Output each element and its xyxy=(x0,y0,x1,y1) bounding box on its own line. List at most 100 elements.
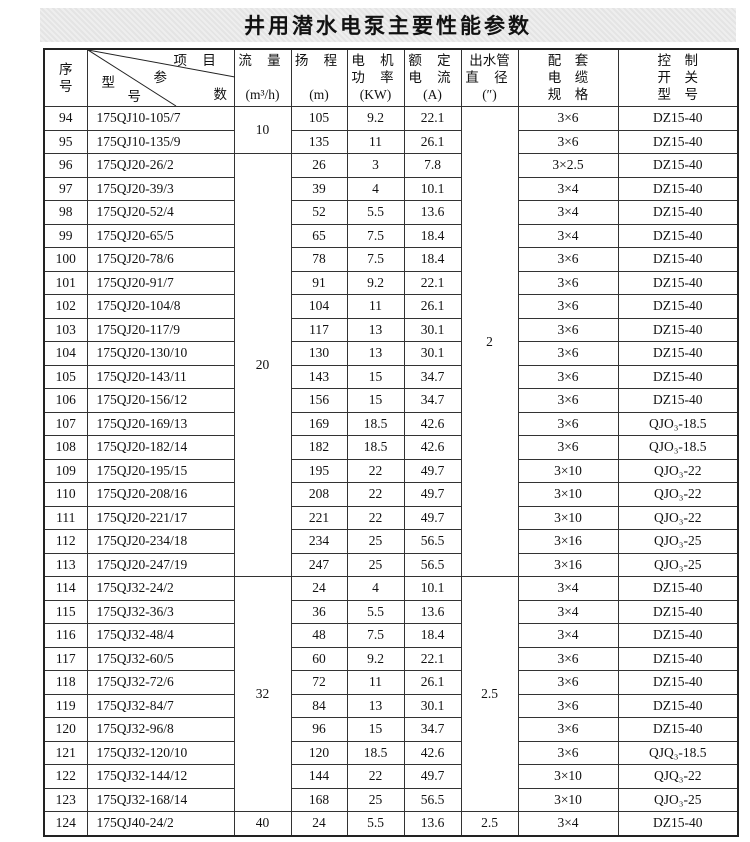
cell-model: 175QJ32-144/12 xyxy=(86,764,235,789)
cell-head: 84 xyxy=(290,693,348,718)
cell-current: 22.1 xyxy=(403,646,462,671)
cell-flow: 32 xyxy=(233,576,292,812)
cell-power: 18.5 xyxy=(346,435,405,460)
cell-head: 195 xyxy=(290,458,348,483)
cell-switch: DZ15-40 xyxy=(617,317,739,342)
cell-cable: 3×6 xyxy=(517,129,619,154)
cell-cable: 3×2.5 xyxy=(517,153,619,178)
cell-model: 175QJ20-208/16 xyxy=(86,482,235,507)
table-body: 94 175QJ10-105/7 10 105 9.2 22.1 2 3×6 DZ15-40 95… xyxy=(43,106,739,836)
table-row: 107 175QJ20-169/13 169 18.5 42.6 3×6 QJO₃-18.5 xyxy=(43,411,739,436)
cell-switch: DZ15-40 xyxy=(617,106,739,131)
cell-cable: 3×10 xyxy=(517,458,619,483)
cell-power: 5.5 xyxy=(346,200,405,225)
cell-power: 4 xyxy=(346,176,405,201)
cell-cable: 3×6 xyxy=(517,717,619,742)
cell-switch: DZ15-40 xyxy=(617,364,739,389)
cell-seq: 111 xyxy=(43,505,88,530)
cell-seq: 108 xyxy=(43,435,88,460)
cell-head: 24 xyxy=(290,811,348,836)
cell-current: 49.7 xyxy=(403,505,462,530)
table-row: 100 175QJ20-78/6 78 7.5 18.4 3×6 DZ15-40 xyxy=(43,247,739,272)
cell-cable: 3×4 xyxy=(517,223,619,248)
cell-switch: DZ15-40 xyxy=(617,388,739,413)
cell-model: 175QJ32-168/14 xyxy=(86,787,235,812)
cell-seq: 121 xyxy=(43,740,88,765)
cell-cable: 3×6 xyxy=(517,435,619,460)
cell-seq: 104 xyxy=(43,341,88,366)
cell-power: 25 xyxy=(346,552,405,577)
header-row: 序号 项 目 参 数 型 号 流 量 (m³/h) 扬 程 (m) 电 机功 率 (K… xyxy=(43,48,739,107)
cell-model: 175QJ10-135/9 xyxy=(86,129,235,154)
cell-model: 175QJ20-52/4 xyxy=(86,200,235,225)
cell-cable: 3×10 xyxy=(517,764,619,789)
cell-cable: 3×6 xyxy=(517,270,619,295)
cell-pipe-diameter: 2.5 xyxy=(460,576,519,812)
cell-cable: 3×6 xyxy=(517,317,619,342)
table-row: 108 175QJ20-182/14 182 18.5 42.6 3×6 QJO₃-18.5 xyxy=(43,435,739,460)
diagonal-lines xyxy=(87,50,235,106)
cell-model: 175QJ20-182/14 xyxy=(86,435,235,460)
table-row: 111 175QJ20-221/17 221 22 49.7 3×10 QJO₃-22 xyxy=(43,505,739,530)
cell-switch: QJO₃-25 xyxy=(617,552,739,577)
cell-switch: DZ15-40 xyxy=(617,153,739,178)
cell-seq: 118 xyxy=(43,670,88,695)
cell-switch: DZ15-40 xyxy=(617,670,739,695)
table-row: 117 175QJ32-60/5 60 9.2 22.1 3×6 DZ15-40 xyxy=(43,646,739,671)
cell-head: 26 xyxy=(290,153,348,178)
cell-cable: 3×10 xyxy=(517,505,619,530)
cell-current: 49.7 xyxy=(403,482,462,507)
cell-current: 34.7 xyxy=(403,717,462,742)
cell-switch: QJO₃-18.5 xyxy=(617,435,739,460)
cell-current: 56.5 xyxy=(403,787,462,812)
cell-current: 56.5 xyxy=(403,552,462,577)
table-row: 121 175QJ32-120/10 120 18.5 42.6 3×6 QJQ₃-18.5 xyxy=(43,740,739,765)
cell-model: 175QJ32-48/4 xyxy=(86,623,235,648)
cell-head: 60 xyxy=(290,646,348,671)
cell-seq: 106 xyxy=(43,388,88,413)
cell-switch: QJO₃-25 xyxy=(617,529,739,554)
cell-head: 247 xyxy=(290,552,348,577)
cell-current: 22.1 xyxy=(403,106,462,131)
cell-cable: 3×4 xyxy=(517,576,619,601)
table-row: 101 175QJ20-91/7 91 9.2 22.1 3×6 DZ15-40 xyxy=(43,270,739,295)
cell-current: 13.6 xyxy=(403,200,462,225)
cell-cable: 3×16 xyxy=(517,529,619,554)
cell-head: 120 xyxy=(290,740,348,765)
cell-switch: QJO₃-25 xyxy=(617,787,739,812)
cell-switch: DZ15-40 xyxy=(617,717,739,742)
cell-cable: 3×4 xyxy=(517,623,619,648)
cell-model: 175QJ32-72/6 xyxy=(86,670,235,695)
cell-switch: QJO₃-18.5 xyxy=(617,411,739,436)
cell-seq: 115 xyxy=(43,599,88,624)
cell-switch: QJO₃-22 xyxy=(617,458,739,483)
cell-head: 143 xyxy=(290,364,348,389)
cell-model: 175QJ32-96/8 xyxy=(86,717,235,742)
table-row: 124 175QJ40-24/2 40 24 5.5 13.6 2.5 3×4 DZ15-40 xyxy=(43,811,739,836)
table-row: 112 175QJ20-234/18 234 25 56.5 3×16 QJO₃-25 xyxy=(43,529,739,554)
cell-model: 175QJ32-36/3 xyxy=(86,599,235,624)
cell-seq: 123 xyxy=(43,787,88,812)
table-row: 105 175QJ20-143/11 143 15 34.7 3×6 DZ15-40 xyxy=(43,364,739,389)
cell-seq: 99 xyxy=(43,223,88,248)
pump-performance-table: 序号 项 目 参 数 型 号 流 量 (m³/h) 扬 程 (m) 电 机功 率 (K… xyxy=(43,48,739,837)
cell-head: 36 xyxy=(290,599,348,624)
cell-model: 175QJ20-78/6 xyxy=(86,247,235,272)
cell-cable: 3×4 xyxy=(517,811,619,836)
cell-current: 56.5 xyxy=(403,529,462,554)
table-row: 120 175QJ32-96/8 96 15 34.7 3×6 DZ15-40 xyxy=(43,717,739,742)
cell-power: 5.5 xyxy=(346,811,405,836)
header-item-label: 项 目 xyxy=(173,53,222,68)
cell-head: 96 xyxy=(290,717,348,742)
cell-model: 175QJ20-26/2 xyxy=(86,153,235,178)
cell-seq: 96 xyxy=(43,153,88,178)
cell-cable: 3×6 xyxy=(517,740,619,765)
cell-current: 26.1 xyxy=(403,670,462,695)
cell-model: 175QJ20-104/8 xyxy=(86,294,235,319)
cell-current: 13.6 xyxy=(403,811,462,836)
cell-power: 15 xyxy=(346,388,405,413)
cell-model: 175QJ20-169/13 xyxy=(86,411,235,436)
cell-seq: 105 xyxy=(43,364,88,389)
header-cable: 配 套电 缆规 格 xyxy=(517,48,619,107)
cell-switch: DZ15-40 xyxy=(617,294,739,319)
